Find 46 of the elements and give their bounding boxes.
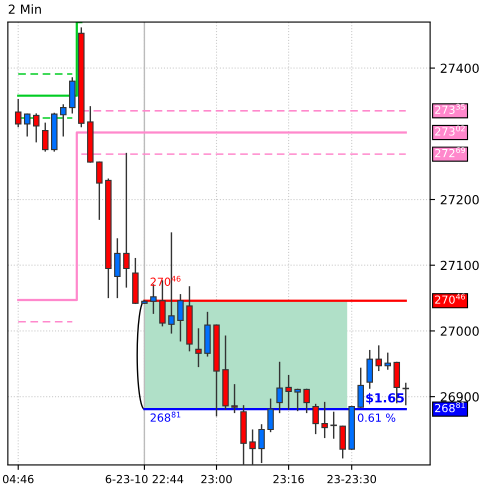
candlestick [330,412,337,439]
legend-label: 272$^{69}$ [435,147,465,158]
text: 273$^{35}$ [435,104,465,114]
candlestick [60,104,67,136]
candlestick [249,429,256,465]
series-label: 268$^{81}$ [150,412,180,422]
x-tick-label: 04:46 [2,474,34,484]
candlestick [384,352,392,370]
x-tick-label: 6-23-10 22:44 [106,474,184,484]
annotation: 0.61 % [358,413,396,422]
candlestick [195,328,202,368]
candlestick [303,388,310,414]
candlestick [231,384,238,414]
y-tick-label: 26900 [440,392,479,402]
y-tick-label: 27100 [440,260,479,270]
y-tick-label: 27200 [440,194,479,204]
x-tick-label: 23-23:30 [327,474,376,484]
x-tick-label: 23:00 [201,474,232,484]
candlestick [150,284,157,314]
candlestick [276,362,283,414]
y-tick-label: 27000 [440,326,479,336]
candlestick [294,388,301,412]
candlestick [366,350,373,389]
y-tick-label: 27400 [440,64,479,74]
candlestick [357,368,364,408]
text: 270$^{46}$ [435,294,466,304]
candlestick [96,161,103,220]
candlestick [114,238,121,298]
candlestick [321,402,328,438]
candlestick [32,113,40,142]
candlestick [312,404,319,434]
candlestick [123,152,130,288]
text: 268$^{81}$ [435,402,465,412]
candlestick [42,122,49,152]
candlestick [258,424,265,464]
candlestick [375,345,382,372]
candlestick [24,113,30,136]
candlestick [267,398,274,432]
x-tick-label: 23:16 [273,474,304,484]
chart-title: 2 Min [8,4,41,14]
candlestick [177,294,184,342]
candlestick [14,98,22,128]
candlestick [339,426,346,458]
legend-label: 273$^{02}$ [435,125,465,136]
candlestick [285,374,292,410]
candlestick [402,382,410,406]
